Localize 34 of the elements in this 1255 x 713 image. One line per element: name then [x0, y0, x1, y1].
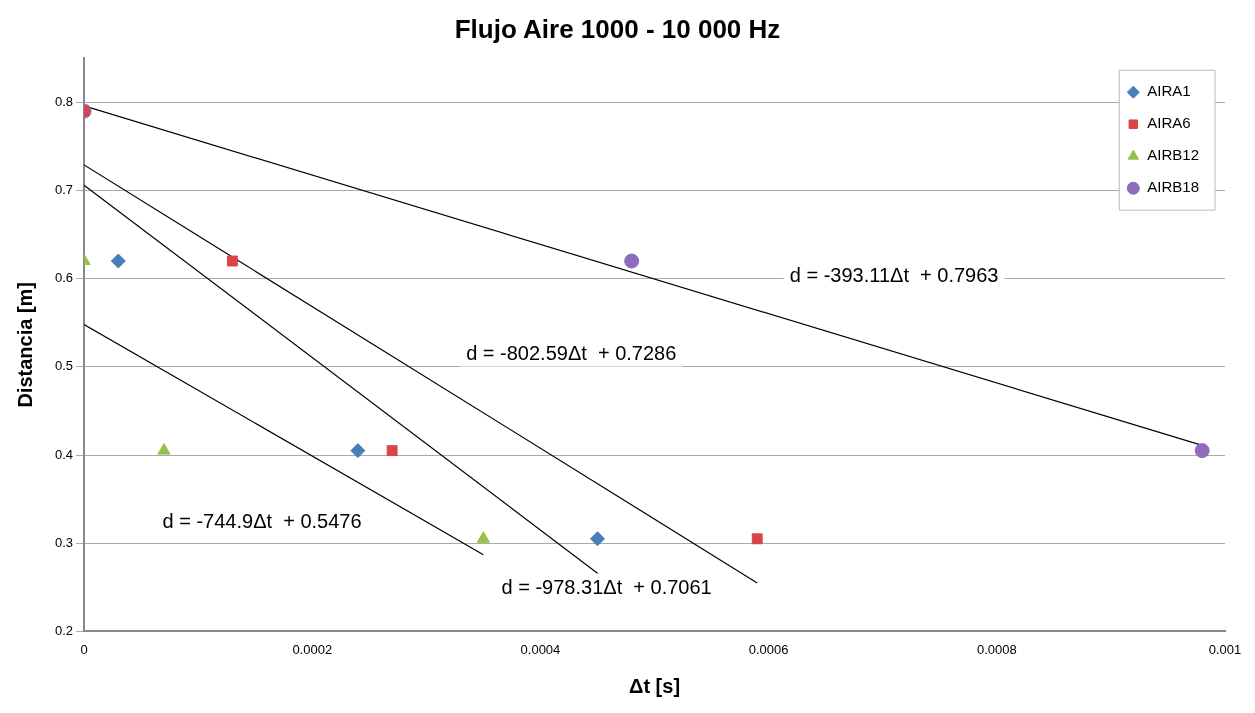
annotation: d = -393.11Δt + 0.7963	[789, 264, 999, 287]
x-tick-label: 0.0002	[292, 641, 333, 657]
point	[157, 443, 171, 455]
point	[110, 253, 126, 269]
y-tick-label: 0.7	[54, 182, 74, 198]
x-tick-label: 0.0006	[748, 641, 789, 657]
legend-label: AIRB12	[1147, 146, 1200, 164]
y-tick-label: 0.6	[54, 270, 74, 286]
annotation: d = -802.59Δt + 0.7286	[466, 342, 677, 365]
point	[589, 531, 605, 547]
y-tick-label: 0.5	[54, 358, 74, 374]
y-tick-label: 0.8	[54, 93, 74, 109]
y-tick-label: 0.3	[54, 534, 74, 550]
y-tick-label: 0.2	[54, 622, 74, 638]
legend-label: AIRA6	[1147, 114, 1191, 132]
point	[1194, 443, 1210, 459]
point	[226, 255, 238, 267]
legend-label: AIRB18	[1147, 178, 1200, 196]
annotation: d = -744.9Δt + 0.5476	[162, 510, 362, 533]
y-axis-title: Distancia [m]	[13, 282, 36, 408]
x-axis-title: Δt [s]	[629, 674, 681, 697]
point	[476, 531, 490, 543]
point	[751, 533, 763, 545]
point	[624, 253, 640, 269]
x-tick-label: 0.001	[1208, 641, 1242, 657]
chart-title: Flujo Aire 1000 - 10 000 Hz	[454, 13, 781, 44]
point	[386, 445, 398, 457]
legend-label: AIRA1	[1147, 82, 1191, 100]
x-tick-label: 0.0008	[976, 641, 1017, 657]
point	[350, 443, 366, 459]
y-tick-label: 0.4	[54, 446, 74, 462]
x-tick-label: 0	[80, 641, 88, 657]
x-tick-label: 0.0004	[520, 641, 561, 657]
annotation: d = -978.31Δt + 0.7061	[501, 576, 712, 599]
